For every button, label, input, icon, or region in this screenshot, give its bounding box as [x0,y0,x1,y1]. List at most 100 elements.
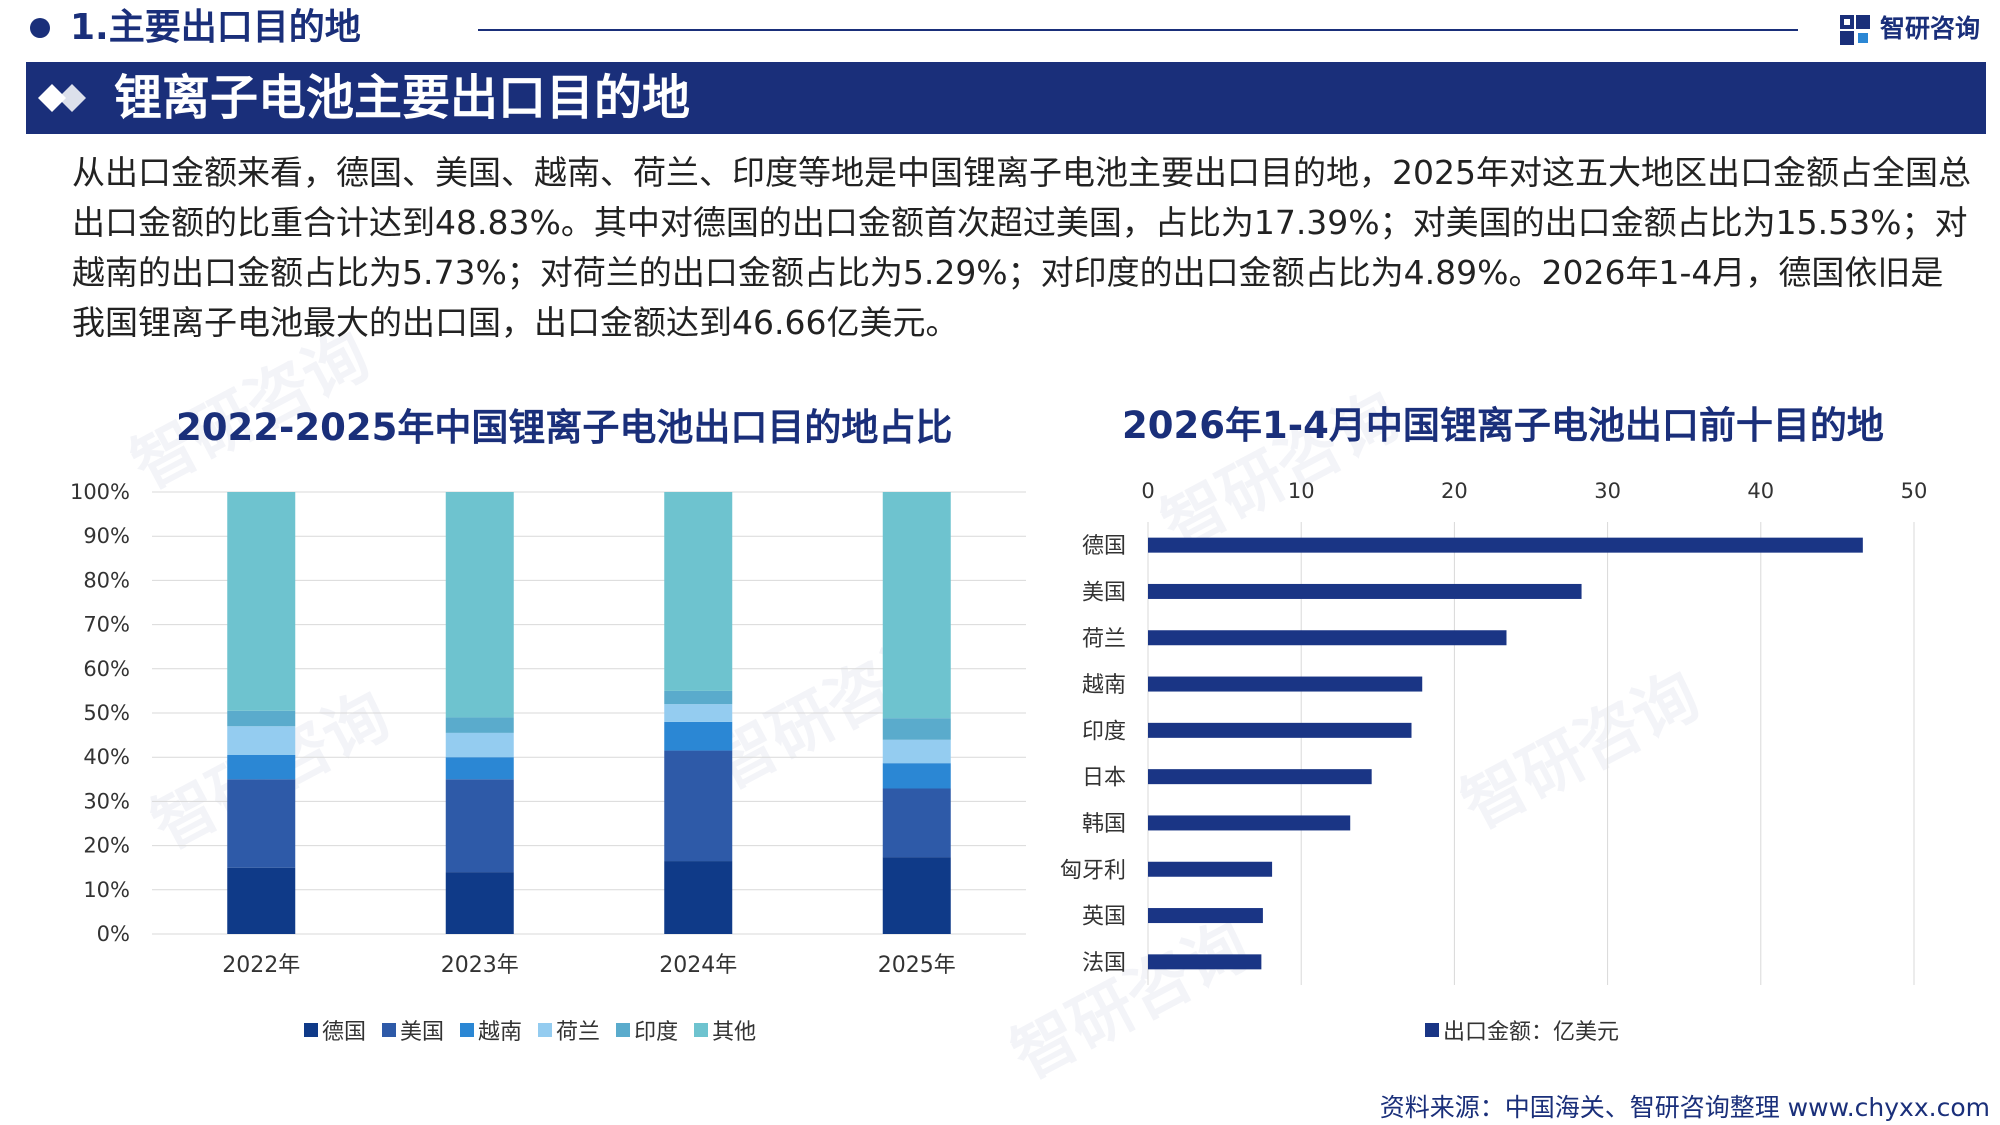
x-tick-label: 0 [1141,479,1154,503]
brand-logo-icon [1840,15,1870,45]
y-tick-label: 10% [83,878,130,902]
y-category-label: 美国 [1082,580,1126,605]
header-divider [478,29,1798,31]
bar [1148,722,1412,738]
y-tick-label: 30% [83,789,130,813]
x-category-label: 2023年 [441,953,519,978]
bar [1148,815,1351,831]
y-category-label: 越南 [1082,673,1126,698]
left-chart-title: 2022-2025年中国锂离子电池出口目的地占比 [176,406,953,449]
brand-name: 智研咨询 [1880,14,1981,43]
bar [1148,583,1582,599]
bar-segment [882,739,951,764]
y-tick-label: 50% [83,701,130,725]
y-tick-label: 40% [83,745,130,769]
right-chart-title: 2026年1-4月中国锂离子电池出口前十目的地 [1122,404,1884,447]
bar-segment [664,704,733,722]
y-tick-label: 80% [83,568,130,592]
bar-segment [445,757,514,780]
bar-segment [445,779,514,873]
y-category-label: 法国 [1082,951,1126,976]
legend-label: 出口金额：亿美元 [1443,1020,1620,1045]
bar-segment [882,788,951,858]
x-tick-label: 40 [1747,479,1774,503]
bar [1148,630,1507,646]
legend-item: 美国 [382,1014,444,1046]
legend-label: 美国 [400,1020,445,1045]
bar-segment [445,872,514,934]
legend-item: 德国 [304,1014,366,1046]
legend-swatch [460,1023,475,1037]
x-tick-label: 50 [1901,479,1928,503]
x-tick-label: 10 [1288,479,1315,503]
summary-paragraph: 从出口金额来看，德国、美国、越南、荷兰、印度等地是中国锂离子电池主要出口目的地，… [72,153,1971,342]
y-tick-label: 70% [83,613,130,637]
bar-segment [664,861,733,934]
right-chart-legend: 出口金额：亿美元 [1425,1014,1619,1046]
bullet-dot-icon [30,18,50,38]
title-banner: 锂离子电池主要出口目的地 [26,62,1986,134]
bar-segment [445,492,514,718]
y-category-label: 英国 [1082,905,1126,930]
x-category-label: 2022年 [222,953,300,978]
x-tick-label: 30 [1594,479,1621,503]
y-category-label: 荷兰 [1082,627,1126,652]
y-tick-label: 20% [83,834,130,858]
bar-segment [882,857,951,934]
legend-item: 出口金额：亿美元 [1425,1014,1619,1046]
bar [1148,537,1863,553]
legend-label: 荷兰 [556,1020,601,1045]
diamond-icon [38,84,86,112]
x-tick-label: 20 [1441,479,1468,503]
legend-item: 印度 [616,1014,678,1046]
bar [1148,954,1262,970]
banner-title: 锂离子电池主要出口目的地 [114,70,691,126]
bar-segment [882,492,951,719]
section-header: 1.主要出口目的地 智研咨询 [0,0,2000,60]
legend-swatch [616,1023,631,1037]
legend-label: 越南 [478,1020,523,1045]
bar-segment [445,732,514,758]
x-category-label: 2024年 [659,953,737,978]
bar [1148,908,1263,924]
bar [1148,676,1423,692]
y-category-label: 日本 [1082,766,1126,791]
bar-segment [227,710,296,727]
legend-swatch [694,1023,709,1037]
bar [1148,769,1372,785]
y-tick-label: 60% [83,657,130,681]
y-category-label: 印度 [1082,719,1126,744]
bar-segment [882,718,951,740]
y-category-label: 德国 [1082,534,1126,559]
source-note: 资料来源：中国海关、智研咨询整理 www.chyxx.com [1379,1093,1990,1122]
legend-label: 德国 [322,1020,367,1045]
legend-item: 其他 [694,1014,756,1046]
legend-item: 荷兰 [538,1014,600,1046]
left-chart-legend: 德国 美国 越南 荷兰 印度 其他 [304,1014,756,1046]
bar-segment [664,750,733,862]
y-tick-label: 90% [83,524,130,548]
y-tick-label: 0% [97,922,130,946]
bar-segment [664,690,733,705]
legend-swatch [304,1023,318,1037]
y-category-label: 韩国 [1082,812,1126,837]
bar-segment [227,754,296,780]
y-tick-label: 100% [70,480,130,504]
legend-swatch [382,1023,397,1037]
legend-swatch [538,1023,553,1037]
bar-segment [227,492,296,711]
x-category-label: 2025年 [878,953,956,978]
y-category-label: 匈牙利 [1060,858,1126,883]
bar-segment [227,726,296,755]
bar-segment [227,779,296,868]
legend-label: 其他 [712,1020,757,1045]
bar-segment [664,492,733,691]
bar-segment [664,721,733,751]
bar [1148,861,1273,877]
bar-segment [445,717,514,733]
legend-label: 印度 [634,1020,679,1045]
legend-item: 越南 [460,1014,522,1046]
bar-segment [882,763,951,789]
